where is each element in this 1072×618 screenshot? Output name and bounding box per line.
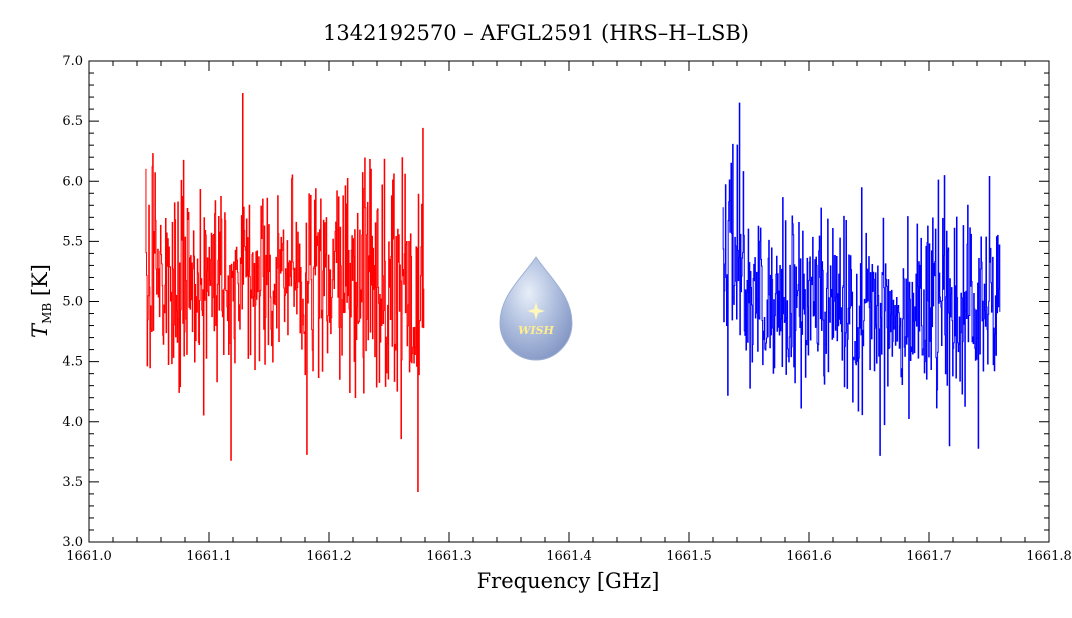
x-tick-labels: 1661.0 1661.1 1661.2 1661.3 1661.4 1661.5 1661… xyxy=(66,549,1072,564)
y-tick-label: 6.5 xyxy=(62,114,83,129)
x-axis-label: Frequency [GHz] xyxy=(477,569,660,593)
y-tick-label: 3.5 xyxy=(62,475,83,490)
spectrum-line-upper-band xyxy=(722,102,1001,456)
spectrum-line-lower-band xyxy=(145,92,425,492)
x-tick-label: 1661.3 xyxy=(426,549,472,564)
logo-text: WISH xyxy=(518,324,554,337)
y-tick-label: 7.0 xyxy=(62,54,83,69)
x-tick-label: 1661.0 xyxy=(66,549,112,564)
y-axis-label: TMB [K] xyxy=(28,264,54,338)
y-tick-label: 4.5 xyxy=(62,355,83,370)
star-icon xyxy=(527,302,545,320)
y-tick-label: 6.0 xyxy=(62,174,83,189)
y-tick-label: 5.0 xyxy=(62,295,83,310)
y-tick-labels: 3.0 3.5 4.0 4.5 5.0 5.5 6.0 6.5 7.0 xyxy=(62,54,83,550)
x-tick-label: 1661.6 xyxy=(786,549,832,564)
series-layer xyxy=(145,92,1001,492)
tick-marks xyxy=(88,60,1050,543)
y-tick-label: 4.0 xyxy=(62,415,83,430)
x-tick-label: 1661.2 xyxy=(306,549,352,564)
wish-logo: WISH xyxy=(499,256,573,361)
x-tick-label: 1661.4 xyxy=(546,549,592,564)
y-tick-label: 3.0 xyxy=(62,535,83,550)
y-tick-label: 5.5 xyxy=(62,234,83,249)
x-tick-label: 1661.8 xyxy=(1026,549,1072,564)
x-tick-label: 1661.1 xyxy=(186,549,232,564)
x-tick-label: 1661.7 xyxy=(906,549,952,564)
chart-title: 1342192570 – AFGL2591 (HRS–H–LSB) xyxy=(323,21,749,45)
x-tick-label: 1661.5 xyxy=(666,549,712,564)
